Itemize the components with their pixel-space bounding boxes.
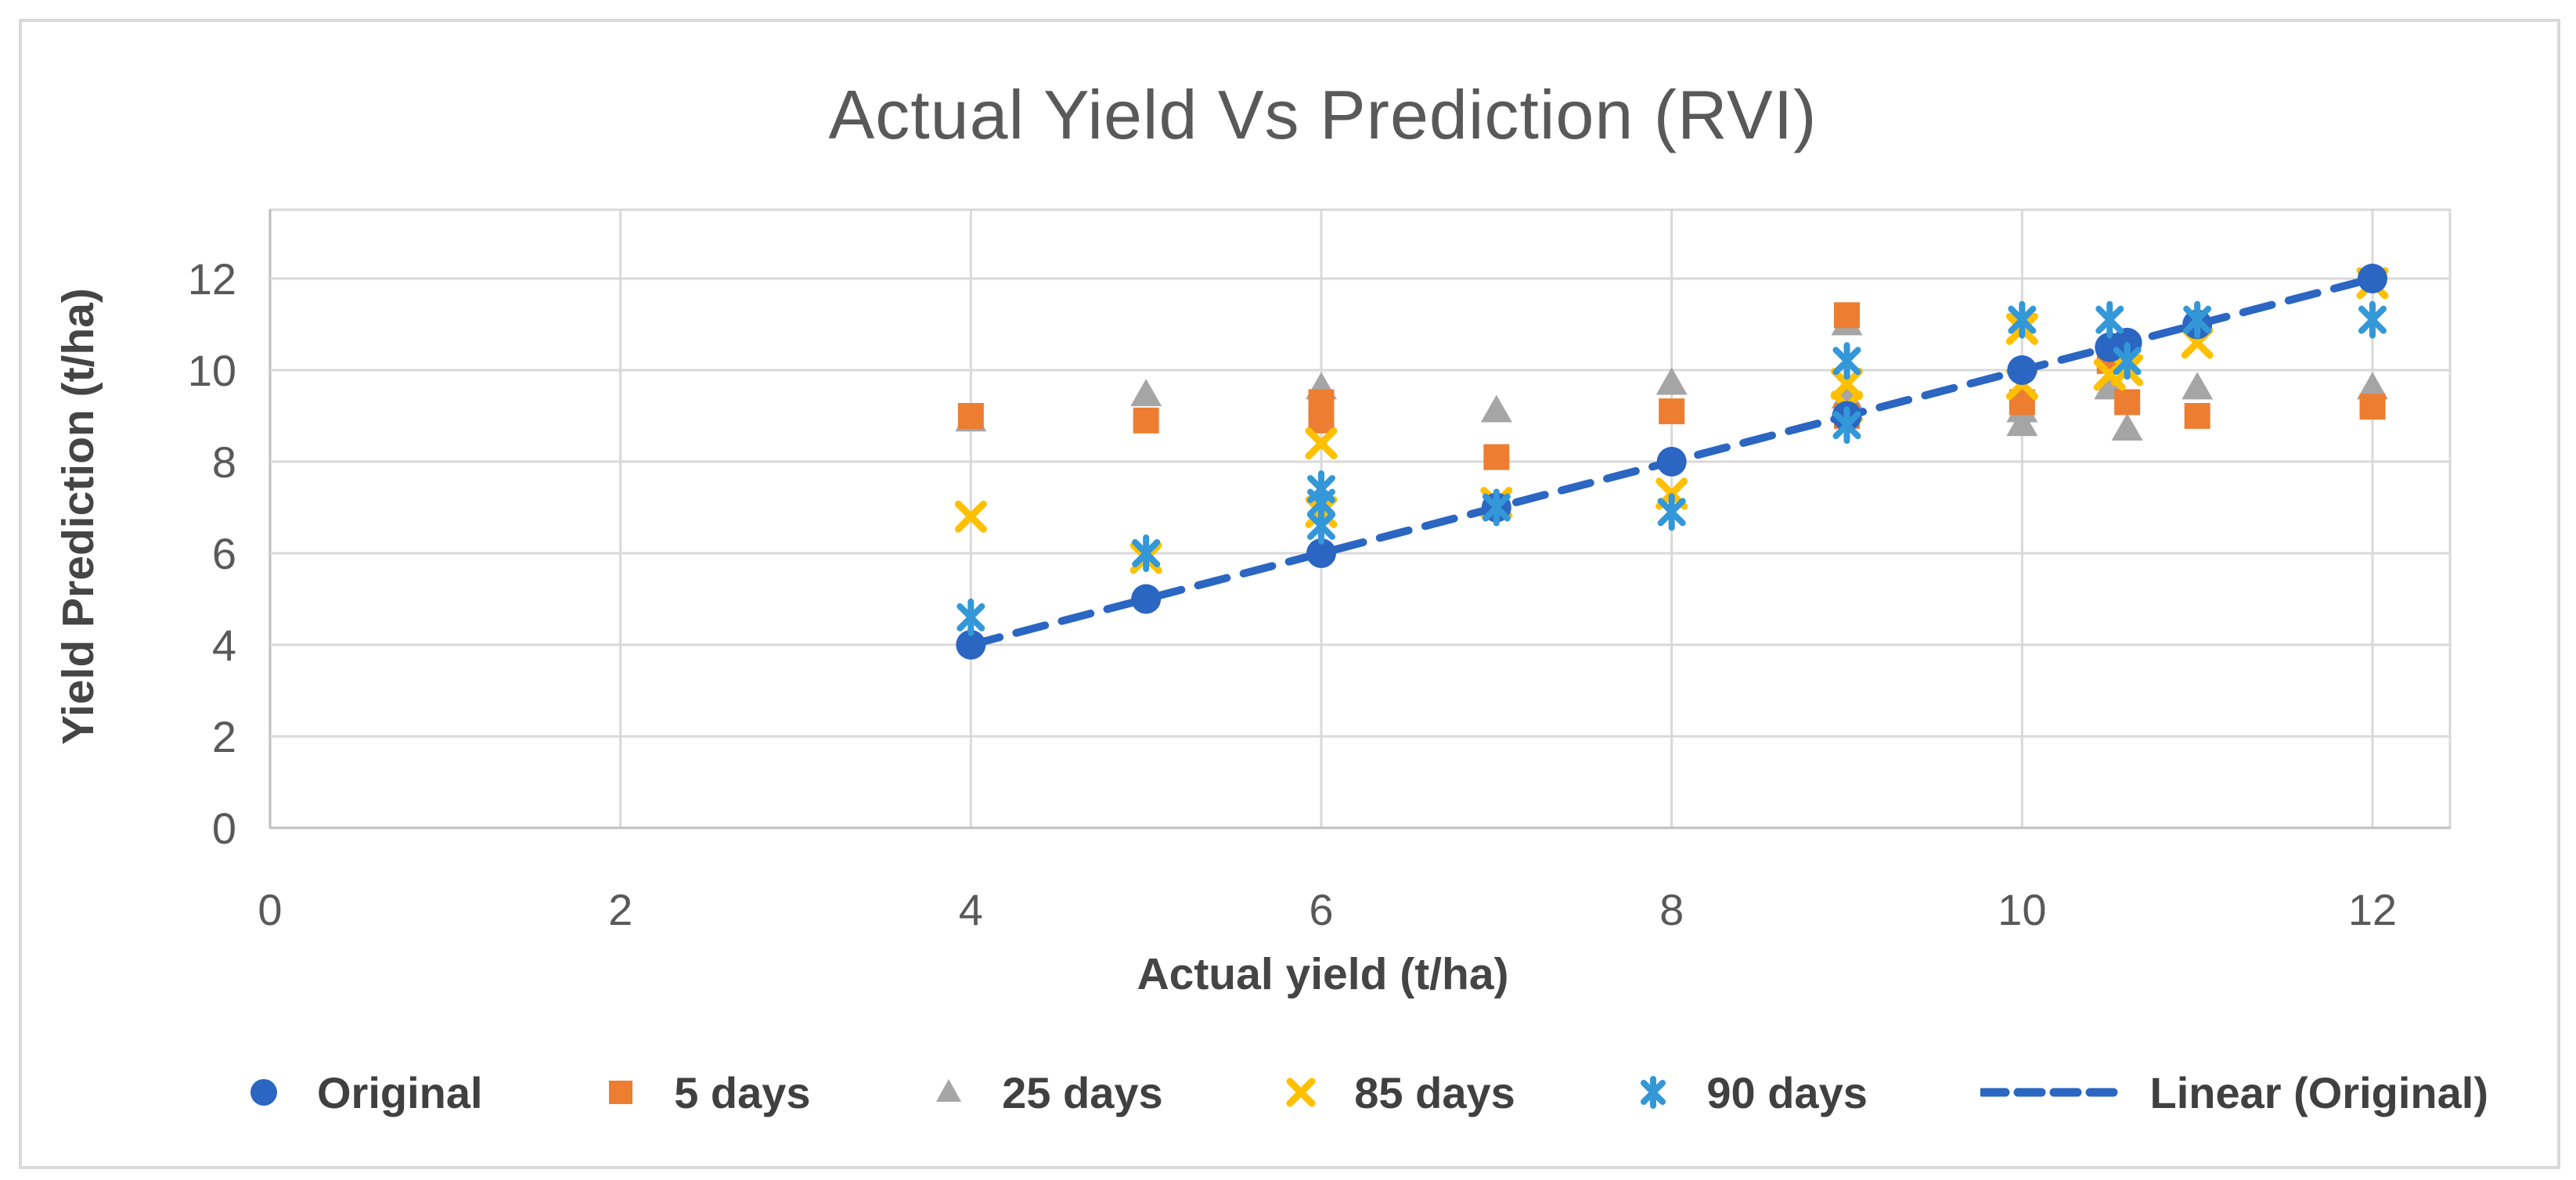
x-marker-icon: [1286, 1077, 1316, 1107]
svg-text:10: 10: [188, 346, 236, 395]
legend-item-25-days: 25 days: [924, 1067, 1163, 1118]
svg-text:8: 8: [212, 437, 236, 487]
svg-text:0: 0: [212, 804, 236, 853]
square-marker-icon: [609, 1081, 633, 1104]
legend-label-5-days: 5 days: [674, 1067, 811, 1117]
linear-trendline: [967, 275, 2376, 649]
svg-text:10: 10: [1998, 885, 2046, 934]
gridlines: [268, 210, 2450, 829]
chart-legend: Original 5 days 25 days 85 days 90 days …: [239, 1055, 2488, 1130]
legend-item-5-days: 5 days: [596, 1067, 811, 1118]
svg-text:2: 2: [608, 885, 632, 934]
y-axis-title: Yield Prediction (t/ha): [53, 288, 103, 745]
legend-label-original: Original: [317, 1067, 483, 1117]
x-axis-title: Actual yield (t/ha): [1137, 949, 1509, 999]
y-axis-tick-labels: 0 2 4 6 8 10 12: [188, 254, 236, 853]
svg-text:8: 8: [1659, 885, 1684, 934]
legend-label-linear-original: Linear (Original): [2149, 1067, 2488, 1117]
legend-item-85-days: 85 days: [1276, 1067, 1515, 1118]
star-marker-icon: [1641, 1076, 1666, 1109]
svg-text:12: 12: [188, 254, 236, 304]
series-90-days: [957, 300, 2387, 636]
svg-text:2: 2: [212, 712, 236, 761]
legend-label-25-days: 25 days: [1002, 1067, 1163, 1117]
x-axis-tick-labels: 0 2 4 6 8 10 12: [258, 885, 2397, 934]
legend-label-90-days: 90 days: [1706, 1067, 1868, 1117]
svg-text:6: 6: [1309, 885, 1333, 934]
legend-item-original: Original: [239, 1067, 483, 1118]
svg-text:6: 6: [212, 529, 236, 578]
svg-text:12: 12: [2348, 885, 2397, 934]
circle-marker-icon: [250, 1079, 277, 1106]
legend-item-linear-original: Linear (Original): [1980, 1067, 2488, 1118]
legend-item-90-days: 90 days: [1628, 1067, 1868, 1118]
dashed-line-icon: [1980, 1088, 2122, 1097]
chart-title: Actual Yield Vs Prediction (RVI): [828, 76, 1818, 153]
svg-text:4: 4: [959, 885, 983, 934]
legend-label-85-days: 85 days: [1354, 1067, 1515, 1117]
svg-text:4: 4: [212, 621, 236, 670]
svg-text:0: 0: [258, 885, 282, 934]
triangle-marker-icon: [936, 1079, 962, 1102]
